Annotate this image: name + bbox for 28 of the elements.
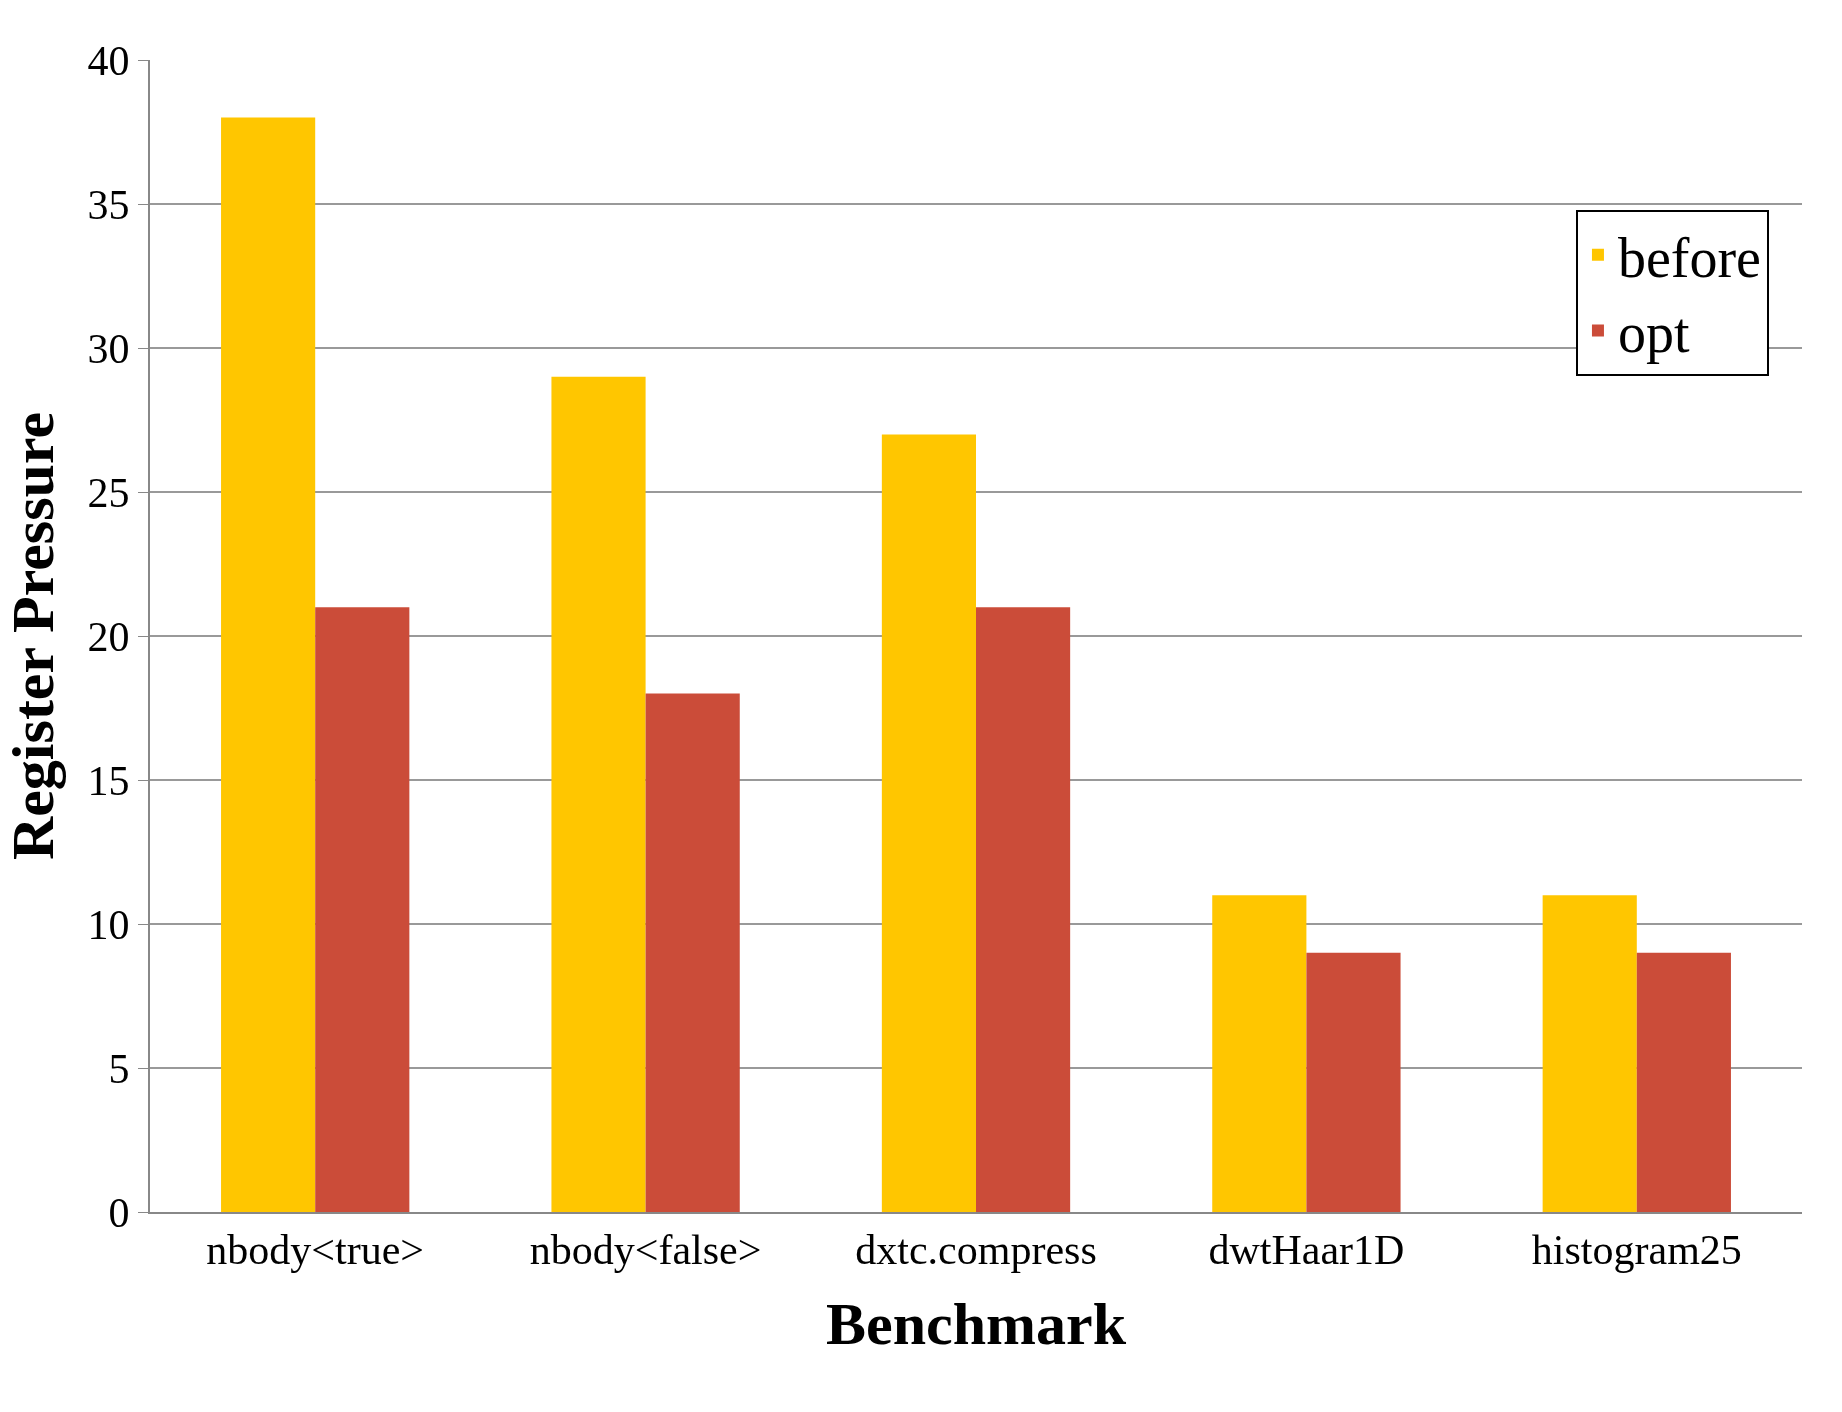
bar: [315, 607, 410, 1212]
bar: [1542, 895, 1637, 1212]
bar: [1636, 952, 1731, 1212]
y-tick-label: 25: [87, 469, 130, 516]
bar: [976, 607, 1071, 1212]
bar: [221, 117, 316, 1212]
x-tick-label: dxtc.compress: [855, 1227, 1097, 1274]
bar: [645, 693, 740, 1212]
x-tick-label: nbody<false>: [529, 1227, 762, 1274]
y-tick-label: 30: [87, 325, 130, 372]
bar: [551, 376, 646, 1212]
y-tick-label: 5: [108, 1045, 130, 1092]
legend-label: before: [1617, 226, 1761, 289]
x-tick-label: dwtHaar1D: [1208, 1227, 1405, 1274]
bar: [1306, 952, 1401, 1212]
legend-label: opt: [1617, 302, 1690, 365]
x-tick-label: histogram25: [1531, 1227, 1742, 1274]
y-tick-label: 10: [87, 901, 130, 948]
y-tick-label: 35: [87, 181, 130, 228]
x-tick-label: nbody<true>: [206, 1227, 425, 1274]
bar: [1212, 895, 1307, 1212]
x-axis-title: Benchmark: [826, 1291, 1127, 1358]
y-tick-label: 20: [87, 613, 130, 660]
y-tick-label: 0: [108, 1189, 130, 1236]
y-tick-label: 15: [87, 757, 130, 804]
bar: [881, 434, 976, 1212]
y-tick-label: 40: [87, 37, 130, 84]
y-axis-title: Register Pressure: [0, 411, 66, 861]
